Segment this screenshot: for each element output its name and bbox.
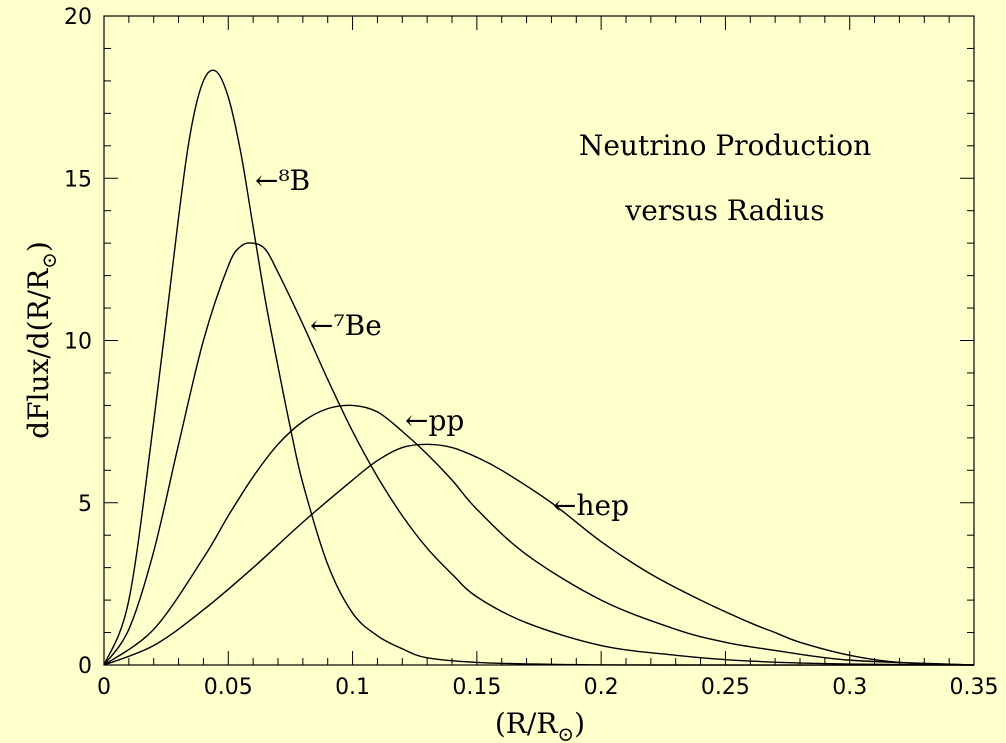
plot-border (103, 15, 975, 666)
x-tick-label: 0.2 (584, 675, 619, 700)
chart-title: Neutrino Production (579, 129, 871, 162)
x-axis-title-main: (R/R (495, 707, 558, 740)
series-line (103, 242, 975, 666)
x-tick-label: 0.05 (204, 675, 253, 700)
y-tick-label: 10 (64, 330, 92, 355)
y-tick-label: 0 (78, 654, 92, 679)
y-tick-label: 15 (64, 167, 92, 192)
x-axis-title: (R/R⊙) (495, 707, 585, 743)
series-label: ←⁷Be (310, 309, 382, 342)
series-label: ←⁸B (255, 164, 310, 197)
series-label: ←hep (553, 489, 629, 522)
y-axis-title-tail: ) (22, 241, 55, 252)
y-axis: 0 5 10 15 20 (64, 5, 974, 679)
chart-subtitle: versus Radius (624, 194, 824, 227)
y-tick-label: 20 (64, 5, 92, 30)
y-axis-title: dFlux/d(R/R⊙) (22, 241, 61, 439)
x-axis: 0 0.05 0.1 0.15 0.2 0.25 0.3 0.35 (97, 16, 998, 700)
x-axis-title-sub: ⊙ (557, 722, 574, 743)
series-label: ←pp (405, 404, 464, 437)
y-tick-label: 5 (78, 492, 92, 517)
series-line (103, 69, 975, 666)
x-tick-label: 0.3 (832, 675, 867, 700)
x-tick-label: 0.35 (950, 675, 999, 700)
x-tick-label: 0.15 (452, 675, 501, 700)
x-tick-label: 0.25 (701, 675, 750, 700)
series-curves (103, 69, 975, 666)
series-labels: ←⁸B ←⁷Be ←pp ←hep (255, 164, 629, 522)
x-tick-label: 0 (97, 675, 111, 700)
x-tick-label: 0.1 (335, 675, 370, 700)
y-axis-title-sub: ⊙ (37, 252, 61, 269)
series-line (103, 443, 975, 666)
series-line (103, 404, 975, 666)
plot-frame (103, 15, 975, 666)
y-axis-title-main: dFlux/d(R/R (22, 268, 55, 439)
x-axis-title-tail: ) (574, 707, 585, 740)
